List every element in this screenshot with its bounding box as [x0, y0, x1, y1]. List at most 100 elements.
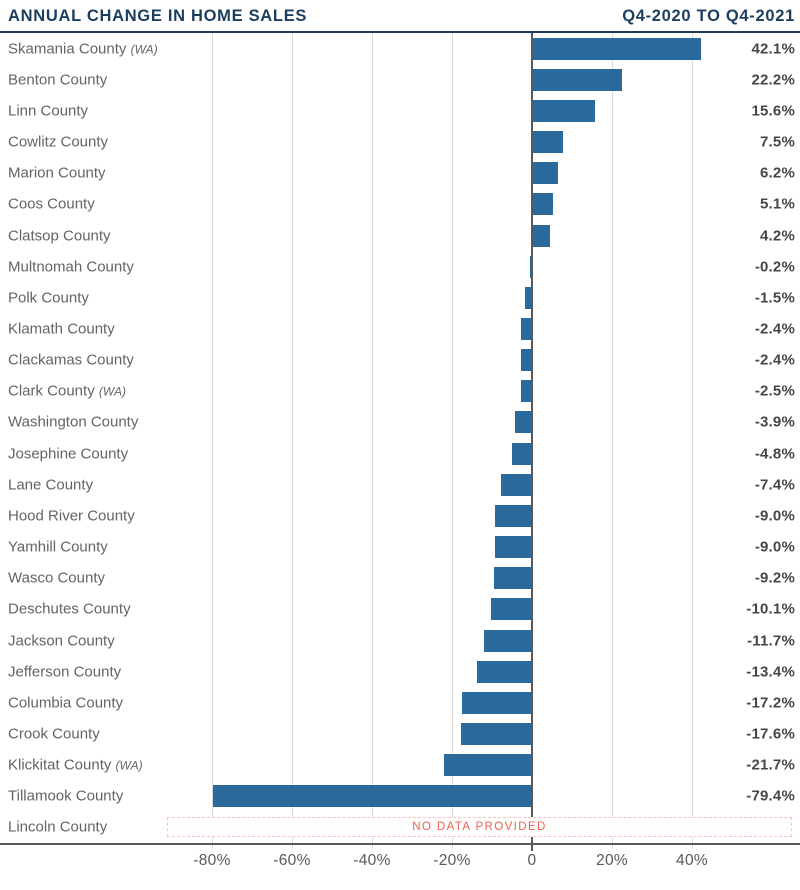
x-tick-label: 20%	[596, 852, 628, 869]
gridline	[212, 33, 213, 849]
x-axis-line	[0, 843, 800, 845]
gridline	[452, 33, 453, 849]
category-label: Deschutes County	[8, 600, 131, 618]
data-bar	[213, 785, 531, 808]
x-tick-label: -60%	[273, 852, 311, 869]
data-bar	[530, 255, 531, 278]
category-label: Clark County (WA)	[8, 382, 126, 400]
zero-axis-tick	[531, 843, 533, 851]
data-bar	[477, 660, 531, 683]
category-label: Josephine County	[8, 445, 129, 463]
chart-period: Q4-2020 TO Q4-2021	[622, 7, 795, 25]
category-label: Klickitat County (WA)	[8, 756, 143, 774]
category-label: Yamhill County	[8, 538, 108, 556]
value-label: -79.4%	[746, 787, 795, 805]
category-label: Crook County	[8, 725, 100, 743]
data-bar	[533, 224, 550, 247]
category-label: Polk County	[8, 289, 89, 307]
data-bar	[460, 722, 531, 745]
value-label: -13.4%	[746, 663, 795, 681]
no-data-box: NO DATA PROVIDED	[167, 817, 792, 838]
value-label: 22.2%	[751, 71, 795, 89]
x-tick-label: 0	[527, 852, 537, 869]
data-bar	[444, 754, 531, 777]
data-bar	[495, 536, 531, 559]
category-label: Jackson County	[8, 632, 115, 649]
value-label: -4.8%	[754, 445, 795, 463]
data-bar	[533, 68, 622, 91]
value-label: -1.5%	[754, 289, 795, 307]
value-label: -2.5%	[754, 382, 795, 400]
value-label: -9.2%	[754, 569, 795, 587]
data-bar	[515, 411, 531, 434]
category-label: Columbia County	[8, 694, 124, 712]
data-bar	[521, 380, 531, 403]
gridline	[692, 33, 693, 849]
category-label: Tillamook County	[8, 787, 124, 805]
data-bar	[490, 598, 531, 621]
value-label: -17.2%	[746, 694, 795, 712]
data-bar	[525, 286, 531, 309]
value-label: -17.6%	[746, 725, 795, 743]
gridline	[612, 33, 613, 849]
data-bar	[533, 37, 702, 60]
data-bar	[501, 473, 531, 496]
data-bar	[462, 691, 531, 714]
gridline	[292, 33, 293, 849]
category-label: Linn County	[8, 102, 89, 120]
data-bar	[511, 442, 531, 465]
category-label: Lincoln County	[8, 818, 108, 836]
x-tick-label: -40%	[353, 852, 391, 869]
value-label: -2.4%	[754, 351, 795, 369]
data-bar	[494, 567, 531, 590]
data-bar	[521, 317, 531, 340]
x-tick-label: 40%	[676, 852, 708, 869]
category-label: Multnomah County	[8, 258, 134, 276]
category-label: Marion County	[8, 164, 106, 182]
value-label: 5.1%	[760, 195, 795, 213]
zero-gridline	[531, 33, 533, 843]
value-label: -3.9%	[754, 413, 795, 431]
x-tick-label: -20%	[433, 852, 471, 869]
header-rule	[0, 31, 800, 33]
data-bar	[495, 504, 531, 527]
value-label: 42.1%	[751, 40, 795, 58]
value-label: -11.7%	[747, 632, 795, 649]
state-suffix: (WA)	[130, 42, 158, 57]
chart-title: ANNUAL CHANGE IN HOME SALES	[8, 7, 308, 25]
data-bar	[484, 629, 531, 652]
value-label: 4.2%	[760, 227, 795, 244]
data-bar	[533, 99, 596, 122]
value-label: -21.7%	[746, 756, 795, 774]
value-label: 6.2%	[760, 164, 795, 182]
category-label: Coos County	[8, 195, 95, 213]
gridline	[372, 33, 373, 849]
value-label: -7.4%	[754, 476, 795, 494]
value-label: -2.4%	[754, 320, 795, 338]
state-suffix: (WA)	[98, 384, 126, 399]
no-data-label: NO DATA PROVIDED	[412, 821, 547, 834]
category-label: Skamania County (WA)	[8, 40, 158, 58]
state-suffix: (WA)	[115, 758, 143, 773]
category-label: Jefferson County	[8, 663, 122, 681]
category-label: Benton County	[8, 71, 108, 89]
category-label: Clatsop County	[8, 227, 111, 244]
value-label: -10.1%	[746, 600, 795, 618]
value-label: -9.0%	[754, 538, 795, 556]
data-bar	[533, 162, 558, 185]
value-label: -9.0%	[754, 507, 795, 525]
data-bar	[521, 349, 531, 372]
value-label: 7.5%	[760, 133, 795, 151]
x-tick-label: -80%	[193, 852, 231, 869]
category-label: Clackamas County	[8, 351, 134, 369]
value-label: 15.6%	[751, 102, 795, 120]
category-label: Lane County	[8, 476, 94, 494]
category-label: Klamath County	[8, 320, 115, 338]
value-label: -0.2%	[754, 258, 795, 276]
category-label: Washington County	[8, 413, 139, 431]
data-bar	[533, 193, 554, 216]
data-bar	[533, 131, 563, 154]
category-label: Wasco County	[8, 569, 105, 587]
